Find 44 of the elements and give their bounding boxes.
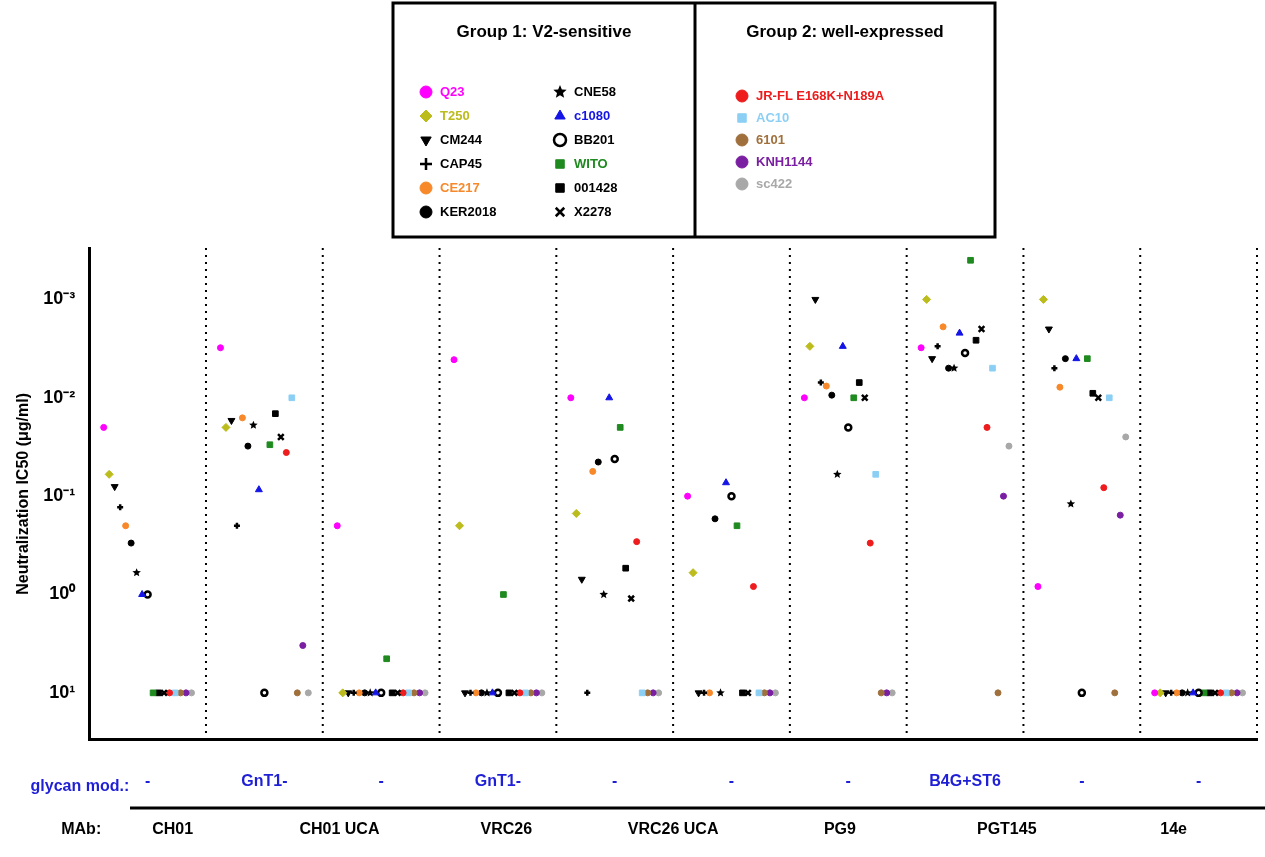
y-tick-label: 10⁻³ <box>43 288 76 309</box>
text: Group 2: well-expressed <box>746 21 944 41</box>
x-tick-label: GnT1- <box>474 771 522 789</box>
x-tick-label: - <box>1195 771 1202 789</box>
legend-label: Q23 <box>440 83 465 99</box>
legend-label: CM244 <box>440 131 483 147</box>
text: PGT145 <box>976 820 1037 838</box>
x-tick-label: - <box>845 771 851 789</box>
x-tick-label: - <box>144 771 151 789</box>
legend-label: CNE58 <box>574 83 616 99</box>
y-tick-label: 10¹ <box>49 681 76 702</box>
legend-label: WITO <box>574 155 608 171</box>
text: 14e <box>1160 820 1188 838</box>
x-tick-label: - <box>728 771 735 789</box>
legend-label: CE217 <box>440 179 480 195</box>
text: VRC26 UCA <box>627 820 719 838</box>
x-tick-label: GnT1- <box>241 771 288 789</box>
legend-label: KNH1144 <box>756 153 814 169</box>
legend-label: 6101 <box>756 131 785 147</box>
legend-label: X2278 <box>574 203 612 219</box>
text: Group 1: V2-sensitive <box>456 21 632 41</box>
y-tick-label: 10⁻¹ <box>43 485 76 506</box>
legend-label: 001428 <box>574 179 618 195</box>
y-axis-title: Neutralization IC50 (μg/ml) <box>14 392 32 595</box>
x-tick-label: - <box>612 771 618 789</box>
legend-label: T250 <box>440 107 470 123</box>
legend-label: CAP45 <box>440 155 482 171</box>
text: MAb: <box>61 820 102 838</box>
text: PG9 <box>823 820 857 838</box>
text: CH01 UCA <box>299 820 380 838</box>
x-axis-title: glycan mod.: <box>30 777 130 795</box>
legend-label: JR-FL E168K+N189A <box>756 87 885 103</box>
x-tick-label: - <box>1079 771 1085 789</box>
y-tick-label: 10⁰ <box>49 583 77 604</box>
legend-label: AC10 <box>756 109 790 125</box>
legend-label: sc422 <box>756 175 793 191</box>
legend-label: BB201 <box>574 131 615 147</box>
x-tick-label: - <box>378 771 384 789</box>
legend-label: c1080 <box>574 107 611 123</box>
text: VRC26 <box>480 820 533 838</box>
legend-label: KER2018 <box>440 203 497 219</box>
y-tick-label: 10⁻² <box>43 386 76 407</box>
x-tick-label: B4G+ST6 <box>929 771 1001 789</box>
text: CH01 <box>152 820 194 838</box>
